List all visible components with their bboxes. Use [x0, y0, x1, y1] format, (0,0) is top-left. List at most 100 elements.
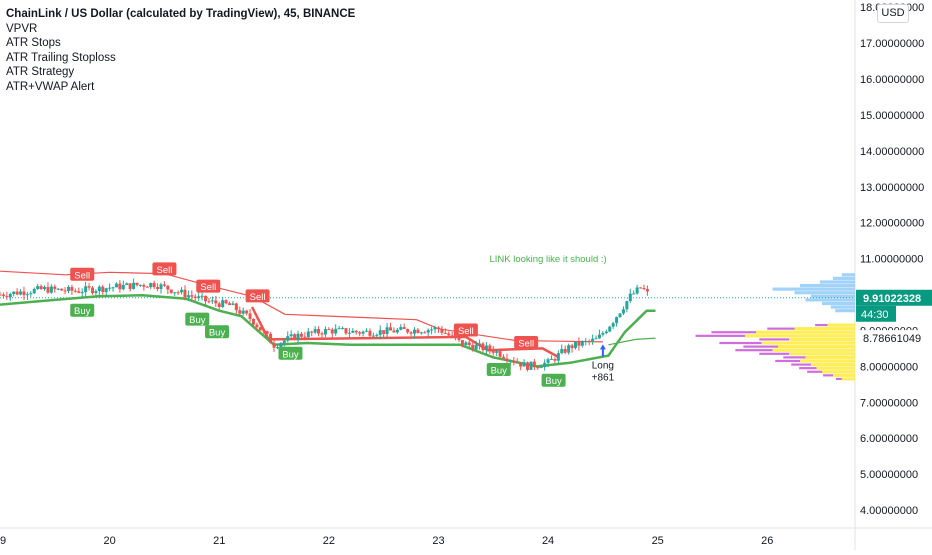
volume-profile-bar: [745, 334, 855, 338]
candle-body: [532, 361, 536, 368]
sell-signal-label: Sell: [518, 339, 534, 350]
candle-body: [526, 362, 530, 370]
candle-body: [97, 286, 101, 292]
candle-body: [228, 303, 232, 305]
volume-profile-bar: [735, 349, 773, 352]
candle-body: [207, 301, 211, 303]
x-axis-tick-label: 19: [0, 535, 6, 547]
volume-profile-bar: [830, 305, 855, 309]
buy-signal-badge[interactable]: [278, 346, 303, 360]
candle-body: [180, 289, 184, 293]
sell-signal-badge[interactable]: [453, 323, 478, 337]
currency-button[interactable]: USD: [877, 4, 909, 23]
candle-body: [546, 359, 550, 363]
candle-body: [550, 358, 554, 360]
candle-body: [200, 295, 204, 297]
candle-body: [450, 335, 454, 337]
buy-signal-label: Buy: [189, 315, 206, 326]
candle-body: [368, 330, 372, 336]
buy-signal-label: Buy: [545, 376, 562, 387]
volume-profile-bar: [759, 338, 789, 341]
volume-profile-bar: [827, 323, 855, 327]
candle-body: [43, 287, 47, 290]
candle-body: [245, 310, 249, 314]
sell-signal-label: Sell: [458, 326, 474, 337]
buy-signal-badge[interactable]: [70, 303, 95, 317]
buy-signal-badge[interactable]: [541, 373, 566, 387]
last-price-badge[interactable]: [856, 289, 932, 306]
candle-body: [591, 338, 595, 342]
candle-body: [371, 335, 375, 337]
candle-body: [231, 303, 235, 305]
volume-profile-bar: [823, 374, 833, 377]
candle-body: [330, 329, 334, 334]
volume-profile-bar: [772, 348, 855, 352]
candle-body: [495, 351, 499, 353]
indicator-atr-strategy[interactable]: ATR Strategy: [6, 66, 75, 78]
candle-body: [515, 362, 519, 364]
candle-body: [279, 343, 283, 348]
candle-body: [15, 291, 19, 295]
candle-body: [484, 345, 488, 351]
candle-body: [87, 286, 91, 288]
indicator-atr-vwap-alert[interactable]: ATR+VWAP Alert: [6, 80, 95, 93]
y-axis-tick-label: 16.00000000: [860, 74, 924, 86]
candle-body: [409, 332, 413, 334]
y-axis-tick-label: 15.00000000: [860, 110, 924, 122]
candle-body: [601, 333, 605, 335]
candle-body: [508, 360, 512, 362]
sell-signal-badge[interactable]: [70, 267, 95, 281]
candle-body: [169, 289, 173, 293]
buy-signal-badge[interactable]: [486, 362, 511, 376]
volume-profile-bar: [778, 345, 855, 349]
buy-signal-badge[interactable]: [185, 312, 210, 326]
volume-profile-bar: [719, 341, 762, 345]
chart-legend: ChainLink / US Dollar (calculated by Tra…: [6, 7, 355, 94]
candle-body: [70, 286, 74, 291]
symbol-title[interactable]: ChainLink / US Dollar (calculated by Tra…: [6, 8, 356, 20]
sell-signal-badge[interactable]: [245, 289, 270, 303]
candle-body: [488, 345, 492, 351]
sell-signal-label: Sell: [250, 292, 266, 303]
sell-signal-badge[interactable]: [514, 336, 539, 350]
volume-profile-bar: [833, 373, 855, 377]
indicator-vpvr[interactable]: VPVR: [6, 22, 38, 35]
candle-body: [426, 329, 430, 333]
sell-signal-label: Sell: [200, 282, 216, 293]
buy-signal-badge[interactable]: [205, 325, 230, 339]
candle-body: [621, 309, 625, 314]
candle-body: [419, 332, 423, 334]
volume-profile-bar: [816, 366, 855, 370]
candle-body: [19, 291, 23, 295]
candle-body: [584, 340, 588, 342]
candle-body: [625, 301, 629, 310]
indicator-atr-trailing-stoploss[interactable]: ATR Trailing Stoploss: [6, 51, 116, 64]
long-entry-profit: +861: [592, 372, 615, 383]
sell-signal-badge[interactable]: [196, 279, 221, 293]
candle-body: [519, 362, 523, 367]
candle-body: [358, 332, 362, 334]
indicator-atr-stops[interactable]: ATR Stops: [6, 37, 61, 49]
candle-body: [128, 283, 132, 289]
volume-profile-bar: [756, 330, 855, 334]
y-axis-tick-label: 12.00000000: [860, 218, 924, 230]
candle-body: [491, 350, 495, 353]
candle-body: [142, 284, 146, 287]
volume-profile-bar: [695, 334, 745, 337]
candle-body: [323, 329, 327, 335]
y-axis-tick-label: 14.00000000: [860, 146, 924, 158]
sell-signal-badge[interactable]: [152, 262, 177, 276]
volume-profile-bar: [783, 356, 806, 359]
candle-body: [580, 341, 584, 346]
candle-body: [416, 329, 420, 334]
candle-body: [262, 330, 266, 332]
candle-body: [365, 330, 369, 332]
candle-body: [375, 334, 379, 336]
candle-body: [464, 342, 468, 346]
candle-body: [282, 340, 286, 344]
volume-profile-bar: [799, 367, 817, 370]
candle-body: [190, 295, 194, 297]
candle-body: [173, 292, 177, 294]
